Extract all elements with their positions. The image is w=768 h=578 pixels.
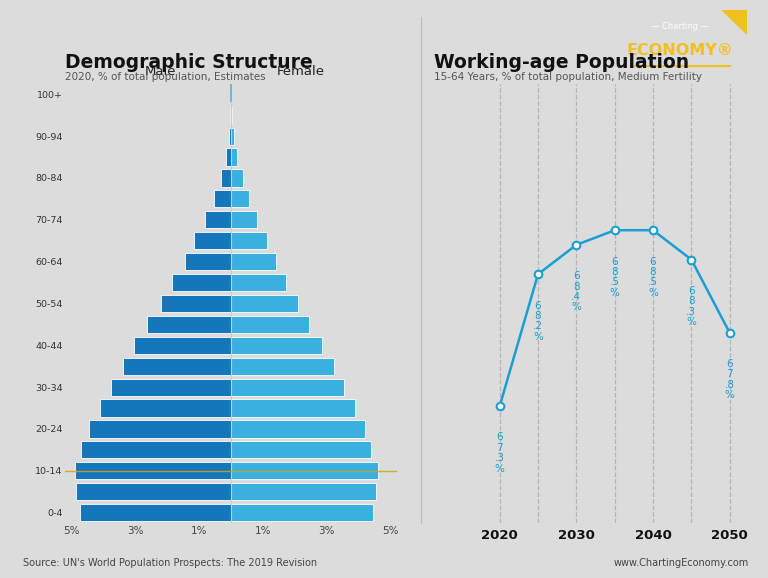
Text: Working-age Population: Working-age Population	[434, 53, 689, 72]
Bar	[229, 128, 231, 144]
Bar	[231, 420, 365, 438]
Bar	[231, 399, 356, 417]
Bar	[161, 295, 231, 312]
Bar	[147, 316, 231, 333]
Bar	[231, 379, 344, 396]
Bar	[231, 295, 298, 312]
Text: 15-64 Years, % of total population, Medium Fertility: 15-64 Years, % of total population, Medi…	[434, 72, 702, 82]
Bar	[231, 211, 257, 228]
Text: 6
8
.3
%: 6 8 .3 %	[687, 286, 697, 327]
Bar	[74, 462, 231, 479]
Text: 2020, % of total population, Estimates: 2020, % of total population, Estimates	[65, 72, 266, 82]
Text: 6
8
.4
%: 6 8 .4 %	[571, 271, 581, 313]
Text: 6
8
.5
%: 6 8 .5 %	[610, 257, 620, 298]
Bar	[231, 316, 309, 333]
Bar	[231, 358, 333, 375]
Text: — Charting —: — Charting —	[651, 22, 709, 31]
Text: Female: Female	[277, 65, 325, 77]
Bar	[101, 399, 231, 417]
Bar	[123, 358, 231, 375]
Text: Demographic Structure: Demographic Structure	[65, 53, 313, 72]
Polygon shape	[722, 10, 747, 34]
Bar	[134, 337, 231, 354]
Text: ECONOMY®: ECONOMY®	[627, 43, 733, 58]
Bar	[231, 274, 286, 291]
Bar	[172, 274, 231, 291]
Bar	[231, 232, 266, 249]
Bar	[194, 232, 231, 249]
Bar	[231, 483, 376, 501]
Bar	[77, 483, 231, 501]
Bar	[231, 253, 276, 270]
Bar	[221, 169, 231, 187]
Bar	[231, 462, 378, 479]
Bar	[231, 337, 322, 354]
Bar	[185, 253, 231, 270]
Bar	[231, 128, 233, 144]
Bar	[231, 169, 243, 187]
Bar	[214, 190, 231, 208]
Bar	[81, 441, 231, 458]
Bar	[227, 149, 231, 166]
Bar	[89, 420, 231, 438]
Text: 6
7
.8
%: 6 7 .8 %	[725, 359, 735, 401]
Bar	[231, 190, 250, 208]
Bar	[205, 211, 231, 228]
Bar	[231, 504, 372, 521]
Text: 6
8
.5
%: 6 8 .5 %	[648, 257, 658, 298]
Bar	[231, 149, 237, 166]
Bar	[231, 441, 371, 458]
Text: 6
8
.2
%: 6 8 .2 %	[533, 301, 543, 342]
Bar	[231, 106, 232, 124]
Text: Male: Male	[145, 65, 177, 77]
Bar	[80, 504, 231, 521]
Text: 6
7
.3
%: 6 7 .3 %	[495, 432, 505, 473]
Text: Source: UN's World Population Prospects: The 2019 Revision: Source: UN's World Population Prospects:…	[23, 558, 317, 568]
Text: www.ChartingEconomy.com: www.ChartingEconomy.com	[614, 558, 749, 568]
Bar	[111, 379, 231, 396]
